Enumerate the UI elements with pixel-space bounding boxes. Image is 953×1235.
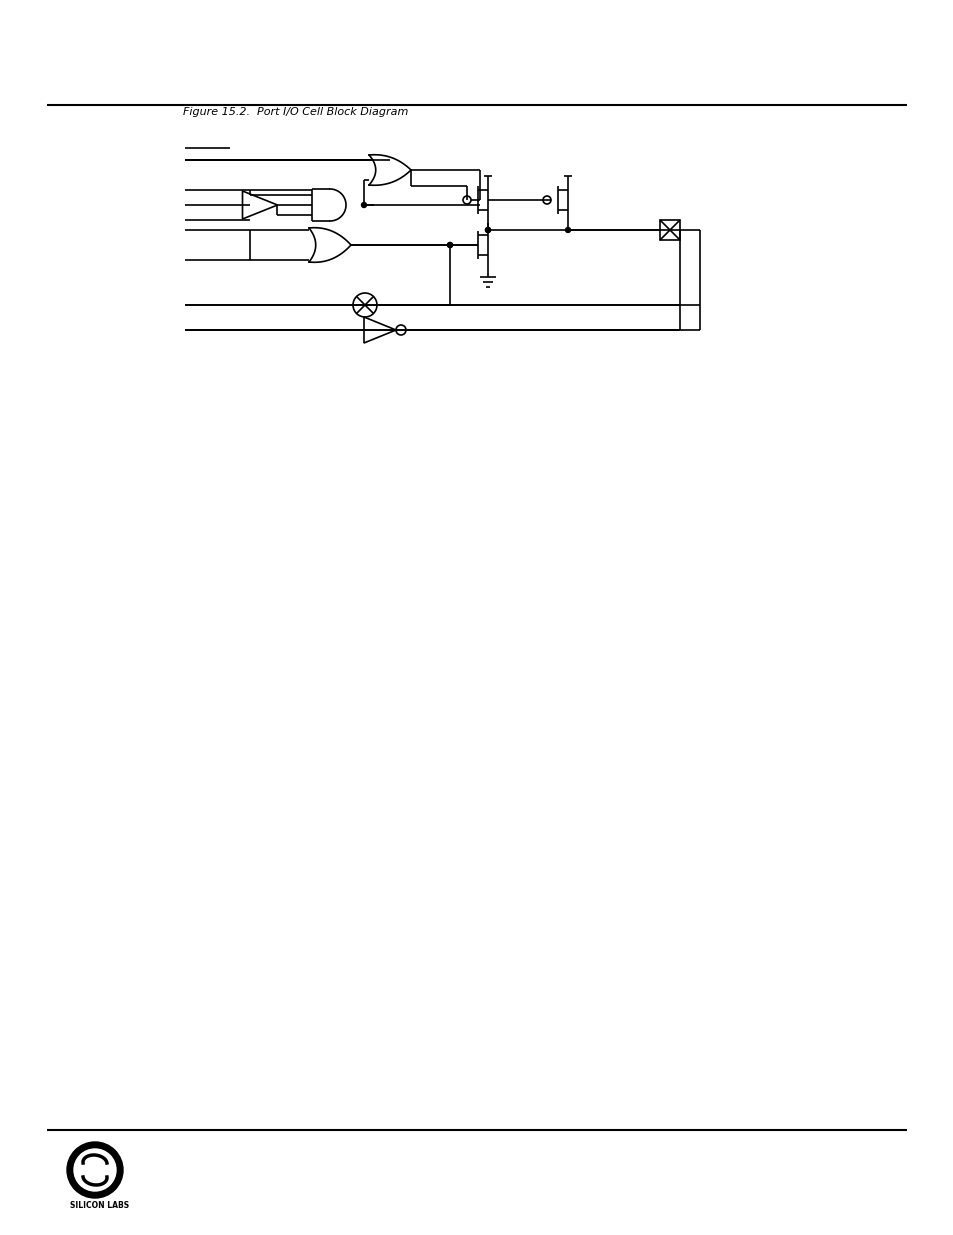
Circle shape (361, 203, 366, 207)
Circle shape (447, 242, 452, 247)
Circle shape (67, 1142, 123, 1198)
Circle shape (485, 227, 490, 232)
Circle shape (565, 227, 570, 232)
Text: SILICON LABS: SILICON LABS (70, 1200, 129, 1210)
Circle shape (74, 1149, 116, 1191)
Circle shape (447, 242, 452, 247)
Bar (659, 220, 679, 240)
Circle shape (485, 227, 490, 232)
Text: Figure 15.2.  Port I/O Cell Block Diagram: Figure 15.2. Port I/O Cell Block Diagram (183, 107, 408, 117)
